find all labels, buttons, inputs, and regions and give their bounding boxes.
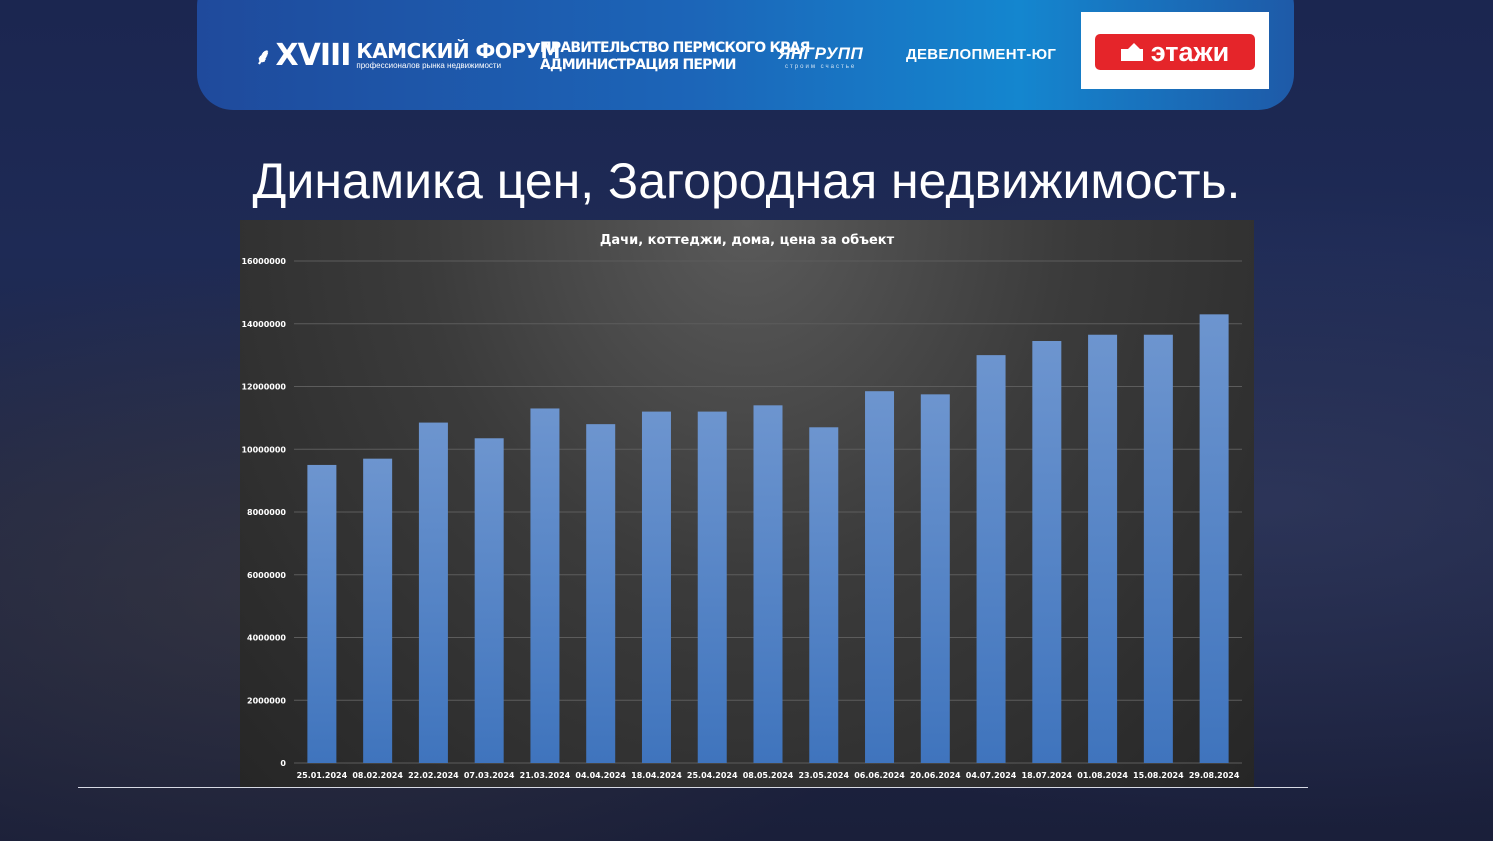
bar	[363, 458, 393, 763]
bars	[307, 314, 1229, 763]
x-tick-label: 29.08.2024	[1189, 771, 1240, 780]
bar	[920, 394, 950, 763]
bar	[865, 391, 895, 763]
etazhi-logo-box: этажи	[1081, 12, 1269, 89]
bar	[307, 464, 337, 763]
y-tick-label: 6000000	[247, 571, 286, 580]
bar	[641, 411, 671, 763]
x-tick-label: 06.06.2024	[854, 771, 905, 780]
government-logo: ПРАВИТЕЛЬСТВО ПЕРМСКОГО КРАЯ АДМИНИСТРАЦ…	[540, 40, 810, 74]
forum-name: КАМСКИЙ ФОРУМ	[356, 38, 560, 63]
y-tick-label: 4000000	[247, 634, 286, 643]
y-tick-label: 12000000	[241, 383, 286, 392]
chart-canvas: 0 2000000 4000000 6000000 8000000 10000000 120…	[241, 233, 1242, 780]
x-tick-labels: 25.01.2024 08.02.2024 22.02.2024 07.03.2024…	[297, 771, 1240, 780]
gov-line-1: ПРАВИТЕЛЬСТВО ПЕРМСКОГО КРАЯ	[540, 40, 810, 56]
y-tick-label: 0	[280, 759, 286, 768]
x-tick-label: 25.01.2024	[297, 771, 348, 780]
x-tick-label: 04.07.2024	[966, 771, 1017, 780]
bar	[1143, 334, 1173, 763]
house-icon	[1120, 43, 1143, 61]
footer-divider	[78, 787, 1308, 788]
price-chart: 0 2000000 4000000 6000000 8000000 10000000 120…	[240, 220, 1254, 787]
y-tick-label: 14000000	[241, 320, 286, 329]
x-tick-label: 23.05.2024	[798, 771, 849, 780]
gov-line-2: АДМИНИСТРАЦИЯ ПЕРМИ	[540, 57, 736, 73]
slide-title: Динамика цен, Загородная недвижимость.	[252, 153, 1241, 209]
yngrupp-logo: ЯНГРУПП строим счастье	[778, 44, 863, 70]
bar	[474, 438, 504, 763]
y-tick-label: 16000000	[241, 257, 286, 266]
forum-emblem-icon: ⸙	[255, 44, 272, 70]
yngrupp-name: ЯНГРУПП	[778, 44, 864, 63]
forum-subtitle: профессионалов рынка недвижимости	[356, 60, 502, 70]
yngrupp-slogan: строим счастье	[785, 64, 857, 70]
bar	[530, 408, 560, 763]
y-tick-labels: 0 2000000 4000000 6000000 8000000 10000000 120…	[241, 257, 286, 768]
x-tick-label: 01.08.2024	[1077, 771, 1128, 780]
x-tick-label: 21.03.2024	[520, 771, 571, 780]
forum-edition: XVIII	[275, 38, 352, 73]
x-tick-label: 20.06.2024	[910, 771, 961, 780]
x-tick-label: 25.04.2024	[687, 771, 738, 780]
bar	[1032, 341, 1062, 763]
y-tick-label: 2000000	[247, 696, 286, 705]
x-tick-label: 18.04.2024	[631, 771, 682, 780]
bar	[753, 405, 783, 763]
x-tick-label: 15.08.2024	[1133, 771, 1184, 780]
y-tick-label: 8000000	[247, 508, 286, 517]
bar	[586, 424, 616, 763]
x-tick-label: 08.02.2024	[352, 771, 403, 780]
bar	[697, 411, 727, 763]
bar	[1199, 314, 1229, 763]
etazhi-logo: этажи	[1095, 34, 1255, 70]
kama-forum-logo: ⸙ XVIII КАМСКИЙ ФОРУМ профессионалов рын…	[255, 38, 560, 73]
x-tick-label: 22.02.2024	[408, 771, 459, 780]
bar	[809, 427, 839, 763]
bar	[976, 355, 1006, 763]
development-yug-logo: ДЕВЕЛОПМЕНТ-ЮГ	[906, 46, 1057, 63]
y-tick-label: 10000000	[241, 445, 286, 454]
x-tick-label: 08.05.2024	[743, 771, 794, 780]
etazhi-name: этажи	[1150, 36, 1230, 67]
bar	[1088, 334, 1118, 763]
bar	[418, 422, 448, 763]
x-tick-label: 18.07.2024	[1022, 771, 1073, 780]
chart-title: Дачи, коттеджи, дома, цена за объект	[600, 233, 895, 248]
x-tick-label: 07.03.2024	[464, 771, 515, 780]
x-tick-label: 04.04.2024	[575, 771, 626, 780]
